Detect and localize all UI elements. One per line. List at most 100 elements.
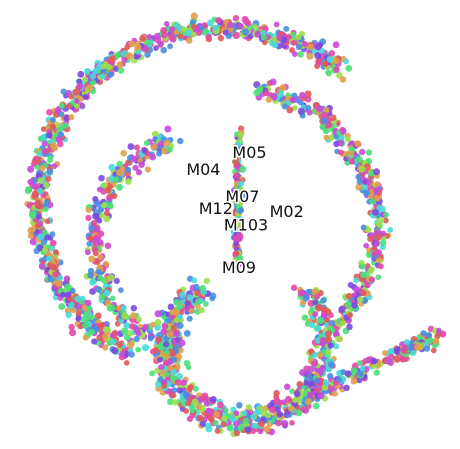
scatter-point [181, 26, 188, 33]
scatter-point [258, 420, 265, 427]
cluster-label-m07: M07 [225, 187, 259, 206]
scatter-point [164, 125, 172, 133]
scatter-point [401, 355, 409, 363]
scatter-point [82, 76, 89, 83]
scatter-point [121, 312, 129, 320]
scatter-point [49, 231, 56, 238]
scatter-point [373, 369, 380, 376]
scatter-point [89, 73, 97, 80]
scatter-point [236, 194, 244, 202]
scatter-point [203, 401, 210, 407]
scatter-point [98, 174, 105, 182]
scatter-point [92, 236, 100, 244]
scatter-point [348, 150, 355, 157]
scatter-point [155, 380, 163, 388]
scatter-point [126, 52, 134, 60]
scatter-point [306, 52, 314, 60]
scatter-point [189, 407, 196, 414]
scatter-point [363, 163, 371, 171]
scatter-point [312, 360, 318, 367]
scatter-point [45, 175, 52, 182]
scatter-point [321, 111, 329, 119]
scatter-point [90, 79, 97, 86]
scatter-point [168, 34, 176, 41]
scatter-point [118, 287, 124, 293]
scatter-point [129, 312, 137, 320]
scatter-point [306, 109, 313, 116]
scatter-point [229, 416, 236, 423]
scatter-point [327, 342, 334, 349]
scatter-point [378, 217, 385, 224]
scatter-point [371, 250, 379, 257]
scatter-point [376, 204, 383, 212]
scatter-point [322, 379, 330, 387]
scatter-point [110, 338, 117, 345]
scatter-point [321, 117, 328, 125]
scatter-point [414, 343, 422, 351]
scatter-point [233, 172, 241, 179]
scatter-point [176, 387, 183, 394]
scatter-point [170, 392, 177, 399]
scatter-point [183, 391, 190, 399]
scatter-point [162, 341, 170, 348]
scatter-point [167, 398, 174, 406]
scatter-point [226, 424, 234, 432]
scatter-point [54, 107, 62, 114]
scatter-point [332, 41, 340, 49]
scatter-point [319, 340, 327, 347]
scatter-point [35, 202, 43, 210]
scatter-point [317, 392, 325, 400]
scatter-point [62, 122, 69, 129]
scatter-point [60, 291, 66, 298]
scatter-point [40, 126, 47, 132]
scatter-point [235, 261, 242, 268]
scatter-point [150, 321, 156, 328]
scatter-point [178, 339, 186, 347]
scatter-point [169, 374, 176, 381]
scatter-point [43, 181, 50, 189]
scatter-point [345, 136, 351, 143]
scatter-point [373, 168, 380, 176]
scatter-point [85, 214, 92, 221]
scatter-point [309, 306, 316, 313]
scatter-point [49, 239, 57, 247]
scatter-point [333, 343, 340, 350]
scatter-point [222, 29, 229, 36]
scatter-point [97, 206, 104, 213]
scatter-point [275, 419, 282, 427]
scatter-point [168, 331, 174, 337]
scatter-point [205, 422, 212, 429]
scatter-point [356, 156, 363, 163]
scatter-point [263, 90, 270, 97]
scatter-point [233, 250, 240, 257]
scatter-point [184, 300, 191, 307]
scatter-point [260, 34, 267, 41]
scatter-point [371, 208, 379, 216]
scatter-point [109, 304, 116, 312]
scatter-point [77, 323, 84, 330]
scatter-point [356, 178, 363, 185]
scatter-point [192, 283, 200, 291]
scatter-point [75, 309, 83, 317]
scatter-point [88, 224, 95, 232]
scatter-point [185, 37, 193, 44]
scatter-point [134, 43, 142, 51]
scatter-point [327, 361, 335, 369]
scatter-point [256, 86, 264, 93]
scatter-point [273, 389, 280, 397]
scatter-point [235, 226, 242, 233]
scatter-point [273, 397, 281, 405]
scatter-point [154, 310, 162, 318]
scatter-point [214, 428, 221, 434]
scatter-point [295, 34, 302, 41]
scatter-point [327, 372, 334, 380]
scatter-point [58, 303, 66, 311]
scatter-point [335, 335, 342, 343]
scatter-point [171, 387, 178, 394]
cluster-label-m05: M05 [232, 143, 266, 162]
scatter-point [213, 411, 221, 419]
scatter-point [297, 289, 305, 297]
scatter-point [197, 414, 204, 422]
scatter-point [357, 370, 364, 377]
